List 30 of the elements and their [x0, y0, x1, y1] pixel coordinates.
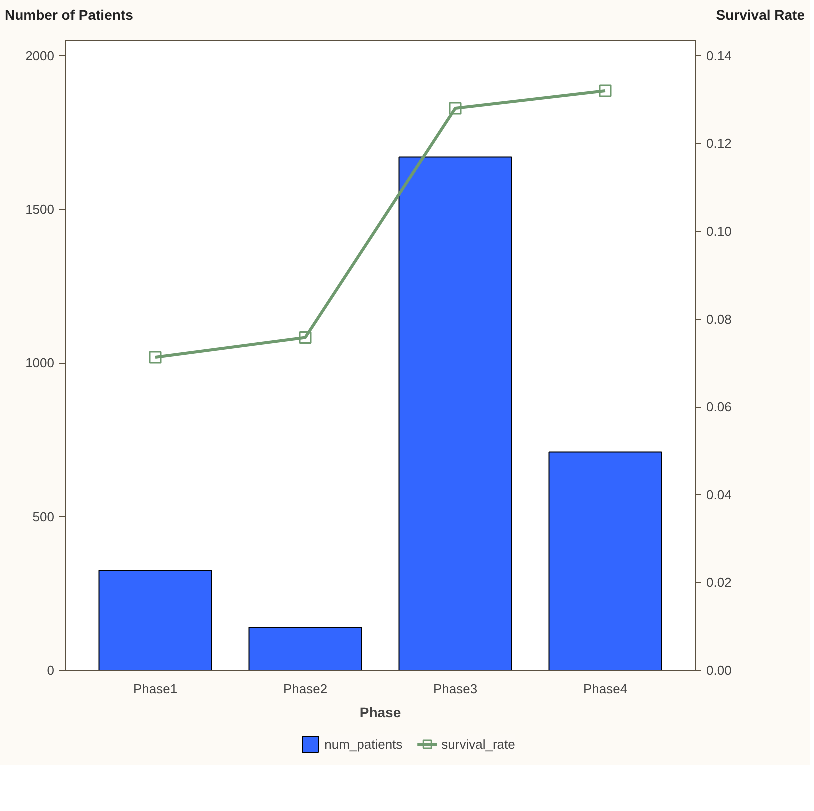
point: [149, 351, 162, 364]
y-axis-title: Number of Patients: [5, 6, 134, 25]
bar: [548, 452, 662, 670]
y2-tick-label: 0.00: [706, 663, 732, 678]
y2-tick-label: 0.04: [706, 487, 732, 502]
x-tick-label: Phase3: [433, 682, 478, 696]
point: [449, 102, 462, 115]
y2-axis-title: Survival Rate: [716, 6, 805, 25]
x-tick-label: Phase4: [583, 682, 628, 696]
x-axis-title: Phase: [360, 704, 402, 720]
y-tick-label: 2000: [26, 48, 54, 64]
bar: [248, 626, 362, 670]
y-tick-label: 500: [32, 509, 55, 524]
y2-tick-label: 0.10: [706, 224, 732, 239]
point: [299, 331, 312, 344]
point: [599, 84, 612, 98]
y2-tick-label: 0.14: [706, 48, 732, 64]
y2-tick-label: 0.06: [706, 400, 732, 415]
y-tick-label: 1000: [26, 356, 54, 371]
legend-label: survival_rate: [442, 736, 516, 752]
y2-tick-label: 0.02: [706, 575, 732, 590]
y-tick-label: 1500: [26, 202, 54, 218]
y2-tick-label: 0.08: [706, 312, 732, 327]
legend-label: num_patients: [324, 736, 403, 752]
bar: [398, 156, 512, 670]
x-tick-label: Phase1: [133, 682, 178, 696]
bar: [98, 570, 212, 670]
x-tick-label: Phase2: [283, 682, 328, 696]
y-tick-label: 0: [47, 663, 55, 678]
y2-tick-label: 0.12: [706, 136, 732, 152]
